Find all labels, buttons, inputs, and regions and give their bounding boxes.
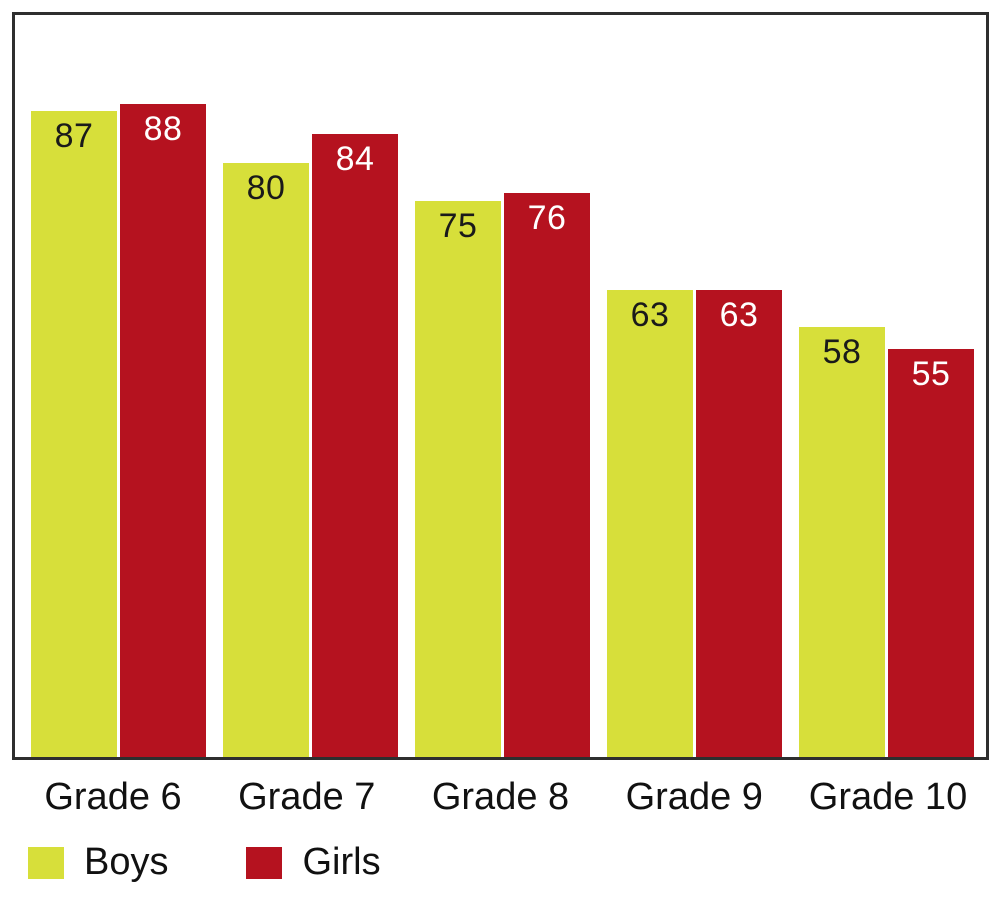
bar-value-label-girls-grade-8: 76	[527, 199, 567, 238]
bar-value-label-boys-grade-10: 58	[822, 332, 862, 371]
bar-value-label-girls-grade-9: 63	[719, 295, 759, 334]
legend-label-girls: Girls	[302, 841, 381, 883]
bar-girls-grade-7: 84	[312, 133, 398, 757]
x-axis-labels: Grade 6 Grade 7 Grade 8 Grade 9 Grade 10	[12, 776, 989, 819]
bar-girls-grade-8: 76	[504, 193, 590, 757]
bar-boys-grade-10: 58	[799, 326, 885, 757]
bar-boys-grade-6: 87	[31, 111, 117, 757]
legend-swatch-boys-icon	[28, 846, 64, 879]
bar-value-label-boys-grade-8: 75	[438, 206, 478, 245]
plot-area: 87 88 80 84 75 76 63 63 58 55	[12, 12, 989, 760]
bar-group-grade-6: 87 88	[31, 15, 206, 757]
bar-girls-grade-9: 63	[696, 289, 782, 757]
x-axis-label-grade-9: Grade 9	[625, 776, 763, 818]
legend-item-girls: Girls	[246, 841, 381, 884]
bar-value-label-girls-grade-7: 84	[335, 139, 375, 178]
bar-girls-grade-6: 88	[120, 104, 206, 757]
legend-label-boys: Boys	[84, 841, 169, 883]
bar-value-label-boys-grade-6: 87	[54, 117, 94, 156]
bar-value-label-boys-grade-9: 63	[630, 295, 670, 334]
bar-boys-grade-8: 75	[415, 200, 501, 757]
bar-boys-grade-7: 80	[223, 163, 309, 757]
x-axis-label-grade-7: Grade 7	[238, 776, 376, 818]
legend-swatch-girls-icon	[246, 846, 283, 879]
x-axis-label-grade-8: Grade 8	[431, 776, 570, 818]
legend-item-boys: Boys	[28, 841, 168, 884]
bar-value-label-girls-grade-10: 55	[911, 354, 951, 393]
bar-boys-grade-9: 63	[607, 289, 693, 757]
bar-value-label-boys-grade-7: 80	[246, 169, 286, 208]
bar-group-grade-10: 58 55	[799, 15, 974, 757]
legend: Boys Girls	[12, 841, 989, 884]
bar-group-grade-8: 75 76	[415, 15, 590, 757]
x-axis-label-grade-6: Grade 6	[44, 776, 182, 818]
bar-value-label-girls-grade-6: 88	[143, 110, 183, 149]
bar-group-grade-7: 80 84	[223, 15, 398, 757]
bar-girls-grade-10: 55	[888, 348, 974, 757]
bar-group-grade-9: 63 63	[607, 15, 782, 757]
x-axis-label-grade-10: Grade 10	[808, 776, 968, 818]
